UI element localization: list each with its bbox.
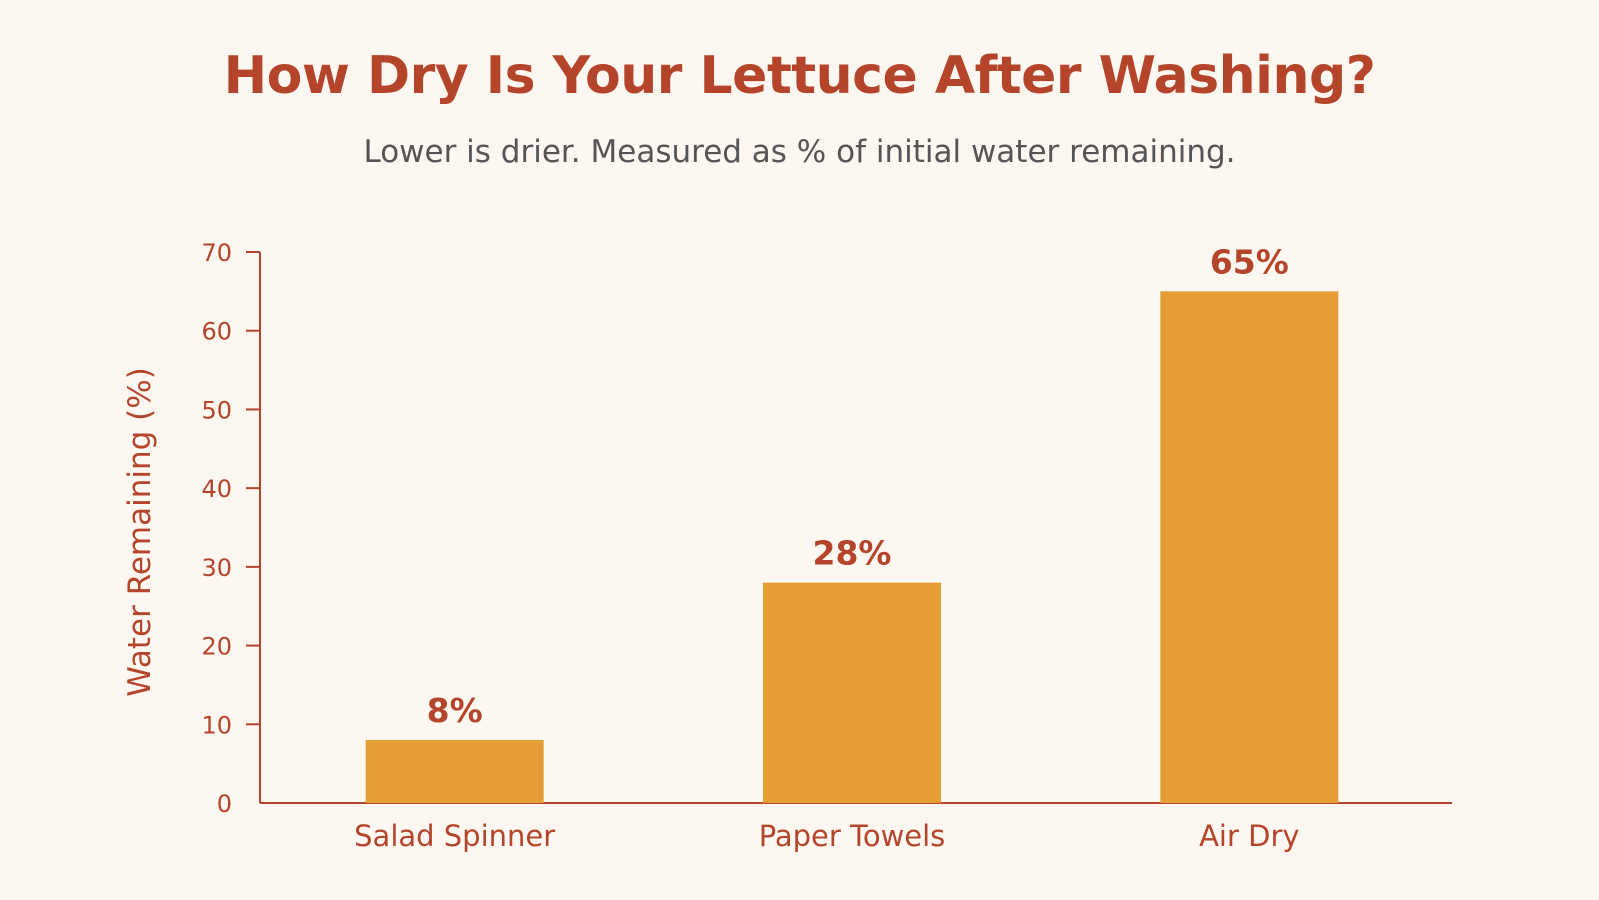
bar-value-label: 8% [427, 691, 483, 730]
y-tick-label: 60 [201, 318, 232, 346]
chart-subtitle: Lower is drier. Measured as % of initial… [363, 134, 1236, 170]
x-axis: Salad Spinner Paper Towels Air Dry [260, 802, 1452, 853]
y-axis: 0 10 20 30 40 50 60 70 [201, 239, 261, 818]
y-tick-label: 20 [201, 633, 232, 661]
y-tick-label: 0 [217, 790, 232, 818]
bar [365, 740, 544, 803]
y-tick-label: 10 [201, 711, 232, 739]
y-axis-title: Water Remaining (%) [122, 367, 158, 697]
bar [763, 582, 941, 803]
bar [1160, 291, 1339, 803]
chart-title: How Dry Is Your Lettuce After Washing? [223, 46, 1376, 106]
y-tick-label: 70 [201, 239, 232, 267]
x-category-label: Air Dry [1199, 819, 1299, 853]
x-category-label: Paper Towels [759, 819, 946, 853]
bar-value-label: 28% [813, 534, 892, 573]
bar-value-label: 65% [1210, 242, 1289, 281]
bars: 8% 28% 65% [365, 242, 1339, 803]
y-tick-label: 30 [201, 554, 232, 582]
y-tick-label: 50 [201, 396, 232, 424]
x-category-label: Salad Spinner [354, 819, 555, 853]
y-tick-label: 40 [201, 475, 232, 503]
